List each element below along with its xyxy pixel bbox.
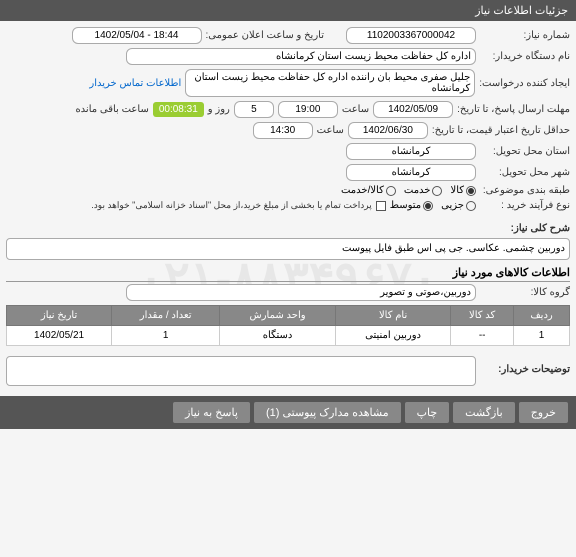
table-row: 1 -- دوربین امنیتی دستگاه 1 1402/05/21 bbox=[7, 326, 570, 346]
respond-button[interactable]: پاسخ به نیاز bbox=[173, 402, 250, 423]
province-label: استان محل تحویل: bbox=[480, 146, 570, 157]
time-label-2: ساعت bbox=[317, 125, 344, 136]
radio-small[interactable]: جزیی bbox=[441, 200, 476, 211]
validity-time: 14:30 bbox=[253, 122, 313, 139]
td-code: -- bbox=[451, 326, 514, 346]
goods-table: ردیف کد کالا نام کالا واحد شمارش تعداد /… bbox=[6, 305, 570, 346]
day-label: روز و bbox=[208, 104, 230, 115]
th-code: کد کالا bbox=[451, 306, 514, 326]
buyer-org-label: نام دستگاه خریدار: bbox=[480, 51, 570, 62]
td-row: 1 bbox=[514, 326, 570, 346]
goods-group-label: گروه کالا: bbox=[480, 287, 570, 298]
back-button[interactable]: بازگشت bbox=[453, 402, 515, 423]
time-left-suffix: ساعت باقی مانده bbox=[75, 104, 148, 115]
td-name: دوربین امنیتی bbox=[335, 326, 450, 346]
td-date: 1402/05/21 bbox=[7, 326, 112, 346]
time-label-1: ساعت bbox=[342, 104, 369, 115]
process-label: نوع فرآیند خرید : bbox=[480, 200, 570, 211]
th-unit: واحد شمارش bbox=[220, 306, 336, 326]
td-qty: 1 bbox=[112, 326, 220, 346]
exit-button[interactable]: خروج bbox=[519, 402, 568, 423]
content-area: شماره نیاز: 1102003367000042 تاریخ و ساع… bbox=[0, 21, 576, 396]
panel-title: جزئیات اطلاعات نیاز bbox=[475, 5, 568, 17]
city-value: کرمانشاه bbox=[346, 164, 476, 181]
process-radios: جزیی متوسط bbox=[390, 200, 476, 211]
days-left: 5 bbox=[234, 101, 274, 118]
need-desc-box: دوربین چشمی. عکاسی. جی پی اس طبق فایل پی… bbox=[6, 238, 570, 260]
time-left-badge: 00:08:31 bbox=[153, 102, 204, 117]
requester-label: ایجاد کننده درخواست: bbox=[479, 78, 570, 89]
city-label: شهر محل تحویل: bbox=[480, 167, 570, 178]
need-desc-label: شرح کلی نیاز: bbox=[480, 223, 570, 234]
category-label: طبقه بندی موضوعی: bbox=[480, 185, 570, 196]
deadline-date: 1402/05/09 bbox=[373, 101, 453, 118]
validity-date: 1402/06/30 bbox=[348, 122, 428, 139]
category-radios: کالا خدمت کالا/خدمت bbox=[341, 185, 476, 196]
validity-label: حداقل تاریخ اعتبار قیمت، تا تاریخ: bbox=[432, 125, 570, 136]
table-header-row: ردیف کد کالا نام کالا واحد شمارش تعداد /… bbox=[7, 306, 570, 326]
deadline-label: مهلت ارسال پاسخ، تا تاریخ: bbox=[457, 104, 570, 115]
th-row: ردیف bbox=[514, 306, 570, 326]
payment-note: پرداخت تمام یا بخشی از مبلغ خرید،از محل … bbox=[91, 200, 371, 211]
panel-header: جزئیات اطلاعات نیاز bbox=[0, 0, 576, 21]
requester-value: جلیل صفری محیط بان راننده اداره کل حفاظت… bbox=[185, 69, 475, 97]
buyer-notes-box bbox=[6, 356, 476, 386]
buyer-notes-label: توضیحات خریدار: bbox=[480, 364, 570, 375]
goods-info-title: اطلاعات کالاهای مورد نیاز bbox=[6, 266, 570, 282]
radio-goods-service[interactable]: کالا/خدمت bbox=[341, 185, 396, 196]
need-number-value: 1102003367000042 bbox=[346, 27, 476, 44]
radio-medium[interactable]: متوسط bbox=[390, 200, 433, 211]
province-value: کرمانشاه bbox=[346, 143, 476, 160]
th-qty: تعداد / مقدار bbox=[112, 306, 220, 326]
button-bar: پاسخ به نیاز مشاهده مدارک پیوستی (1) چاپ… bbox=[0, 396, 576, 429]
attachments-button[interactable]: مشاهده مدارک پیوستی (1) bbox=[254, 402, 401, 423]
contact-link[interactable]: اطلاعات تماس خریدار bbox=[89, 78, 181, 89]
print-button[interactable]: چاپ bbox=[405, 402, 450, 423]
goods-group-value: دوربین،صوتی و تصویر bbox=[126, 284, 476, 301]
radio-service[interactable]: خدمت bbox=[404, 185, 443, 196]
td-unit: دستگاه bbox=[220, 326, 336, 346]
need-number-label: شماره نیاز: bbox=[480, 30, 570, 41]
th-name: نام کالا bbox=[335, 306, 450, 326]
radio-goods[interactable]: کالا bbox=[450, 185, 476, 196]
th-date: تاریخ نیاز bbox=[7, 306, 112, 326]
buyer-org-value: اداره کل حفاظت محیط زیست استان کرمانشاه bbox=[126, 48, 476, 65]
payment-checkbox[interactable] bbox=[376, 201, 386, 211]
deadline-time: 19:00 bbox=[278, 101, 338, 118]
announce-label: تاریخ و ساعت اعلان عمومی: bbox=[206, 30, 325, 41]
announce-value: 1402/05/04 - 18:44 bbox=[72, 27, 202, 44]
